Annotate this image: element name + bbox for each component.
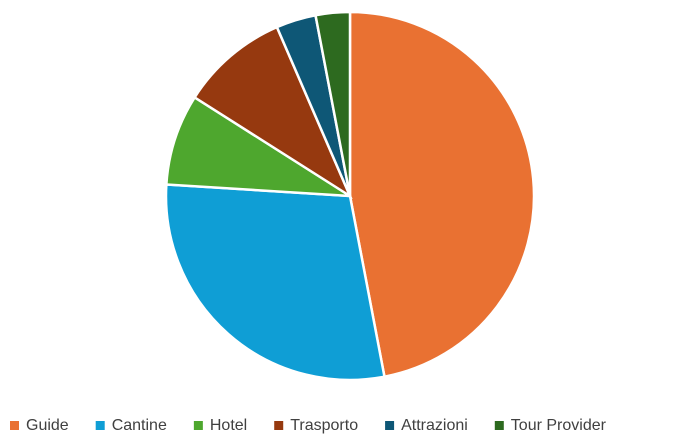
pie-slice <box>314 10 352 197</box>
legend-label: Hotel <box>210 417 247 434</box>
legend-label: Trasporto <box>290 417 358 434</box>
legend-swatch <box>385 421 395 430</box>
legend-label: Tour Provider <box>511 417 607 434</box>
legend-label: Guide <box>26 417 69 434</box>
legend-swatch <box>193 421 203 430</box>
legend-label: Cantine <box>112 417 167 434</box>
pie-slice <box>164 183 386 382</box>
legend-swatch <box>274 421 284 430</box>
legend-label: Attrazioni <box>401 417 468 434</box>
legend-swatch <box>494 421 504 430</box>
legend-swatch <box>95 421 105 430</box>
pie-slice <box>348 10 536 379</box>
pie-slice <box>165 95 351 198</box>
legend-swatch <box>10 421 19 430</box>
pie-slice <box>192 25 353 200</box>
